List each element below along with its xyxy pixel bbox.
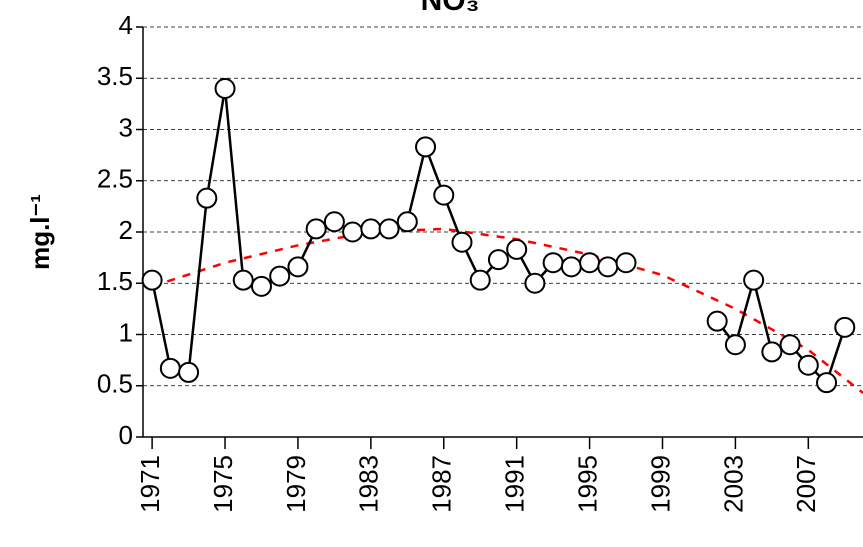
data-point [398, 212, 417, 231]
data-point [143, 271, 162, 290]
x-tick-label: 1975 [208, 455, 238, 513]
data-point [762, 342, 781, 361]
data-point [270, 267, 289, 286]
data-point [781, 335, 800, 354]
data-point [708, 312, 727, 331]
x-tick-label: 2003 [718, 455, 748, 513]
data-point [234, 271, 253, 290]
x-tick-label: 1995 [572, 455, 602, 513]
data-point [726, 335, 745, 354]
data-point [598, 257, 617, 276]
data-point [489, 250, 508, 269]
y-tick-label: 4 [119, 10, 133, 40]
y-tick-label: 2 [119, 215, 133, 245]
y-tick-label: 2.5 [97, 164, 133, 194]
data-point [343, 223, 362, 242]
data-point [361, 219, 380, 238]
data-point [562, 257, 581, 276]
y-tick-label: 0.5 [97, 369, 133, 399]
x-tick-label: 1999 [645, 455, 675, 513]
y-tick-label: 3.5 [97, 61, 133, 91]
data-point [216, 79, 235, 98]
data-point [161, 359, 180, 378]
y-tick-label: 1 [119, 317, 133, 347]
data-point [817, 373, 836, 392]
data-point [744, 271, 763, 290]
data-point [288, 257, 307, 276]
data-point [380, 219, 399, 238]
page: {"chart_data": {"type": "line", "title":… [0, 0, 863, 547]
x-tick-label: 1983 [354, 455, 384, 513]
data-point [179, 363, 198, 382]
data-point [452, 233, 471, 252]
data-point [416, 137, 435, 156]
data-point [835, 318, 854, 337]
data-point [252, 277, 271, 296]
chart: NO₃ mg.l⁻¹ 0 0.5 1 1.5 2 2.5 3 3.5 4 1971 1975 1979… [0, 0, 863, 547]
x-tick-label: 1987 [427, 455, 457, 513]
data-point [544, 253, 563, 272]
y-axis-label: mg.l⁻¹ [25, 194, 55, 270]
y-tick-label: 1.5 [97, 266, 133, 296]
data-point [197, 189, 216, 208]
data-point [580, 253, 599, 272]
y-tick-label: 3 [119, 112, 133, 142]
x-tick-label: 2007 [791, 455, 821, 513]
data-point [617, 253, 636, 272]
data-point [471, 271, 490, 290]
data-point [799, 356, 818, 375]
data-point [325, 212, 344, 231]
x-tick-label: 1991 [500, 455, 530, 513]
x-tick-label: 1979 [281, 455, 311, 513]
chart-title: NO₃ [421, 0, 480, 17]
data-point [434, 186, 453, 205]
data-point [507, 240, 526, 259]
data-point [525, 274, 544, 293]
y-tick-label: 0 [119, 420, 133, 450]
x-tick-label: 1971 [135, 455, 165, 513]
data-point [307, 219, 326, 238]
